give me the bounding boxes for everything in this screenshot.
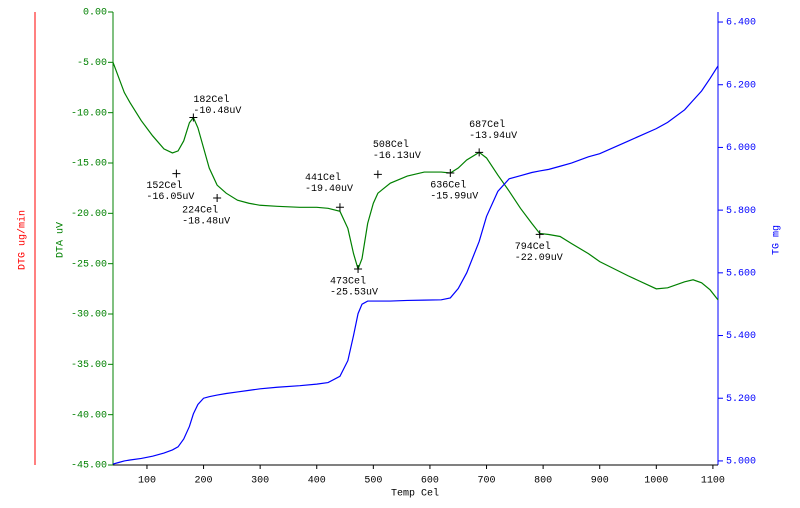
annotation-label: 473Cel xyxy=(330,276,366,288)
x-tick-label: 400 xyxy=(308,476,326,487)
annotation-marker xyxy=(535,230,544,239)
x-tick-label: 700 xyxy=(478,476,496,487)
y2-tick-label: 5.000 xyxy=(726,457,756,468)
y2-axis-label: TG mg xyxy=(772,225,783,255)
annotation-label: 508Cel xyxy=(373,139,409,151)
y-tick-label: -40.00 xyxy=(71,410,107,421)
y2-tick-label: 5.200 xyxy=(726,394,756,405)
annotation-marker xyxy=(475,148,484,157)
annotation-label: 687Cel xyxy=(469,119,505,131)
annotation-marker xyxy=(446,168,455,177)
y2-tick-label: 6.400 xyxy=(726,18,756,29)
x-tick-label: 800 xyxy=(534,476,552,487)
annotation-label: -10.48uV xyxy=(193,106,241,117)
annotation-marker xyxy=(172,169,181,178)
annotation-label: 152Cel xyxy=(146,180,182,192)
y2-tick-label: 5.400 xyxy=(726,331,756,342)
y-tick-label: -10.00 xyxy=(71,108,107,119)
annotation-label: -19.40uV xyxy=(305,184,353,195)
x-tick-label: 1100 xyxy=(701,476,725,487)
line-series xyxy=(112,65,719,465)
y-tick-label: -5.00 xyxy=(77,58,107,69)
annotation-label: 182Cel xyxy=(193,94,229,106)
y-axis-label: DTA uV xyxy=(56,222,67,258)
x-axis-label: Temp Cel xyxy=(391,488,439,500)
y-tick-label: -25.00 xyxy=(71,259,107,270)
y-tick-label: -35.00 xyxy=(71,360,107,371)
x-tick-label: 200 xyxy=(195,476,213,487)
y2-tick-label: 6.000 xyxy=(726,143,756,154)
y-tick-label: -20.00 xyxy=(71,209,107,220)
x-tick-label: 300 xyxy=(251,476,269,487)
annotation-marker xyxy=(213,194,222,203)
x-tick-label: 600 xyxy=(421,476,439,487)
y2-tick-label: 5.800 xyxy=(726,206,756,217)
annotation-label: 224Cel xyxy=(182,205,218,217)
y-tick-label: -45.00 xyxy=(71,461,107,472)
annotation-label: -25.53uV xyxy=(330,288,378,299)
y3-axis-label: DTG ug/min xyxy=(17,210,29,270)
x-tick-label: 500 xyxy=(364,476,382,487)
annotation-label: 636Cel xyxy=(430,180,466,192)
annotation-label: -16.13uV xyxy=(373,151,421,162)
annotation-marker xyxy=(189,113,198,122)
y2-tick-label: 5.600 xyxy=(726,268,756,279)
y-tick-label: -15.00 xyxy=(71,159,107,170)
y-tick-label: 0.00 xyxy=(83,8,107,19)
annotation-label: -22.09uV xyxy=(515,253,563,264)
annotation-label: 441Cel xyxy=(305,172,341,184)
annotation-marker xyxy=(373,170,382,179)
annotation-marker xyxy=(335,203,344,212)
line-series xyxy=(112,62,719,301)
x-tick-label: 900 xyxy=(591,476,609,487)
y-tick-label: -30.00 xyxy=(71,310,107,321)
annotation-label: -15.99uV xyxy=(430,192,478,203)
x-tick-label: 100 xyxy=(138,476,156,487)
annotation-label: -13.94uV xyxy=(469,131,517,142)
annotation-label: -18.48uV xyxy=(182,217,230,228)
x-tick-label: 1000 xyxy=(644,476,668,487)
annotation-marker xyxy=(354,265,363,274)
annotation-label: -16.05uV xyxy=(146,192,194,203)
annotation-label: 794Cel xyxy=(515,241,551,253)
y2-tick-label: 6.200 xyxy=(726,80,756,91)
